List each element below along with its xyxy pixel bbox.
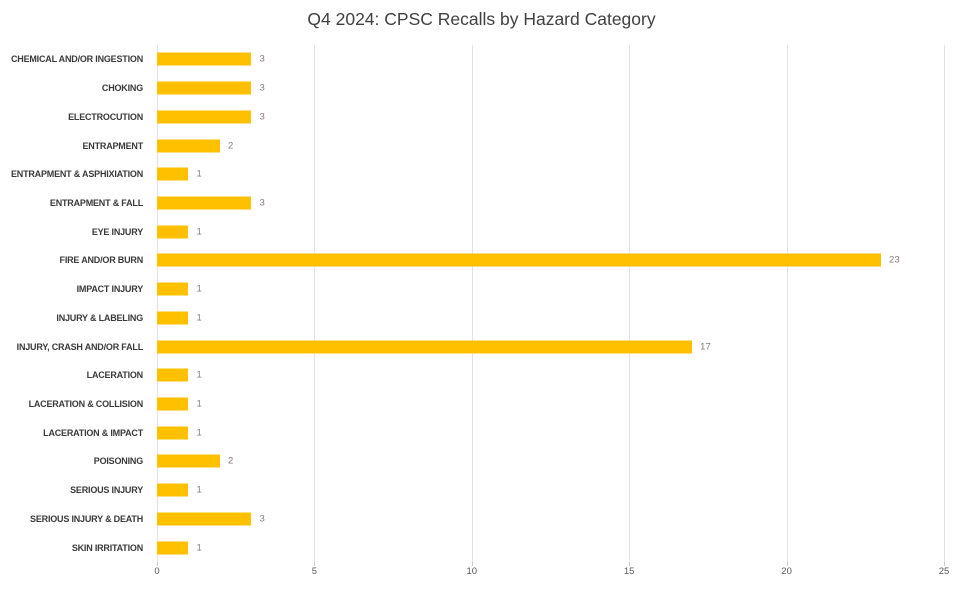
bar xyxy=(157,225,189,239)
value-label: 1 xyxy=(196,283,202,295)
category-label: EYE INJURY xyxy=(91,226,143,237)
category-label: ENTRAPMENT & ASPHIXIATION xyxy=(10,169,143,180)
bar-row: 1 xyxy=(157,217,944,246)
value-label: 1 xyxy=(196,168,202,180)
bar-row: 1 xyxy=(157,160,944,189)
value-label: 3 xyxy=(259,111,265,123)
value-label: 1 xyxy=(196,369,202,381)
x-tick-label-20: 20 xyxy=(781,566,792,577)
category-label: INJURY, CRASH AND/OR FALL xyxy=(16,341,144,352)
tickmark-x-20 xyxy=(786,562,788,566)
bar-row: 23 xyxy=(157,246,944,275)
chart-title: Q4 2024: CPSC Recalls by Hazard Category xyxy=(307,9,656,29)
bar-row: 3 xyxy=(157,102,944,131)
category-label: FIRE AND/OR BURN xyxy=(59,255,144,266)
bar-row: 3 xyxy=(157,74,944,103)
y-axis-category-labels: CHEMICAL AND/OR INGESTION CHOKING ELECTROC… xyxy=(0,45,150,562)
bar xyxy=(157,52,252,66)
x-tick-label-15: 15 xyxy=(623,566,635,577)
bar xyxy=(157,368,189,382)
x-tick-label-0: 0 xyxy=(154,566,160,577)
category-label: SERIOUS INJURY xyxy=(70,485,143,496)
bar xyxy=(157,110,252,124)
category-label: ENTRAPMENT xyxy=(82,140,144,151)
gridline-x-5 xyxy=(314,45,316,562)
value-label: 1 xyxy=(196,398,202,410)
x-axis-tick-labels: 0 5 10 15 20 25 xyxy=(154,566,949,582)
category-label: LACERATION & IMPACT xyxy=(43,427,143,438)
value-label: 3 xyxy=(259,53,265,65)
value-label: 2 xyxy=(227,455,234,467)
bar-row: 1 xyxy=(157,533,944,562)
value-label: 1 xyxy=(196,542,202,554)
category-label: SERIOUS INJURY & DEATH xyxy=(30,513,143,524)
gridline-x-0 xyxy=(157,45,158,562)
x-tick-label-10: 10 xyxy=(466,566,478,577)
value-label: 17 xyxy=(700,341,711,353)
plot-area: 3 3 3 2 1 3 1 23 1 1 17 1 1 1 2 1 3 1 xyxy=(157,45,945,566)
bar xyxy=(157,426,189,440)
category-label: ELECTROCUTION xyxy=(68,111,143,122)
bar xyxy=(157,340,693,354)
value-label: 2 xyxy=(227,140,234,152)
category-label: SKIN IRRITATION xyxy=(71,542,143,553)
value-label: 23 xyxy=(889,254,900,266)
bar-row: 3 xyxy=(157,45,944,74)
tickmark-x-5 xyxy=(314,562,316,566)
bar-row: 3 xyxy=(157,505,944,534)
bar-row: 1 xyxy=(157,361,944,390)
value-label: 3 xyxy=(259,82,265,94)
bar xyxy=(157,397,189,411)
bar-row: 2 xyxy=(157,447,944,476)
bar xyxy=(157,139,220,153)
value-label: 1 xyxy=(196,226,202,238)
value-label: 3 xyxy=(259,197,265,209)
bar-row: 1 xyxy=(157,418,944,447)
tickmark-x-10 xyxy=(471,562,473,566)
bar xyxy=(157,483,189,497)
tickmark-x-0 xyxy=(157,562,158,566)
x-tick-label-25: 25 xyxy=(938,566,950,577)
category-label: CHOKING xyxy=(101,83,143,94)
tickmark-x-15 xyxy=(629,562,631,566)
category-label: LACERATION & COLLISION xyxy=(28,399,144,410)
gridline-x-15 xyxy=(629,45,631,562)
bar xyxy=(157,311,189,325)
value-label: 3 xyxy=(259,513,265,525)
bar-row: 17 xyxy=(157,332,944,361)
bar xyxy=(157,81,252,95)
category-label: IMPACT INJURY xyxy=(76,284,144,295)
bar xyxy=(157,512,252,526)
bar xyxy=(157,454,220,468)
bar xyxy=(157,282,189,296)
value-label: 1 xyxy=(196,427,202,439)
bar-row: 1 xyxy=(157,304,944,333)
gridline-x-10 xyxy=(471,45,473,562)
category-label: INJURY & LABELING xyxy=(56,312,143,323)
tickmark-x-25 xyxy=(944,562,945,566)
gridline-x-20 xyxy=(786,45,788,562)
bar xyxy=(157,541,189,555)
bar-row: 1 xyxy=(157,275,944,304)
bar-row: 1 xyxy=(157,390,944,419)
bar xyxy=(157,196,252,210)
bar-row: 1 xyxy=(157,476,944,505)
x-tick-label-5: 5 xyxy=(311,566,318,577)
bar xyxy=(157,253,882,267)
category-label: LACERATION xyxy=(86,370,144,381)
category-label: ENTRAPMENT & FALL xyxy=(49,197,143,208)
bar-row: 2 xyxy=(157,131,944,160)
bar-row: 3 xyxy=(157,189,944,218)
category-label: CHEMICAL AND/OR INGESTION xyxy=(10,54,143,65)
category-label: POISONING xyxy=(93,456,143,467)
gridline-x-25 xyxy=(944,45,945,562)
value-label: 1 xyxy=(196,312,202,324)
bar xyxy=(157,167,189,181)
value-label: 1 xyxy=(196,484,202,496)
